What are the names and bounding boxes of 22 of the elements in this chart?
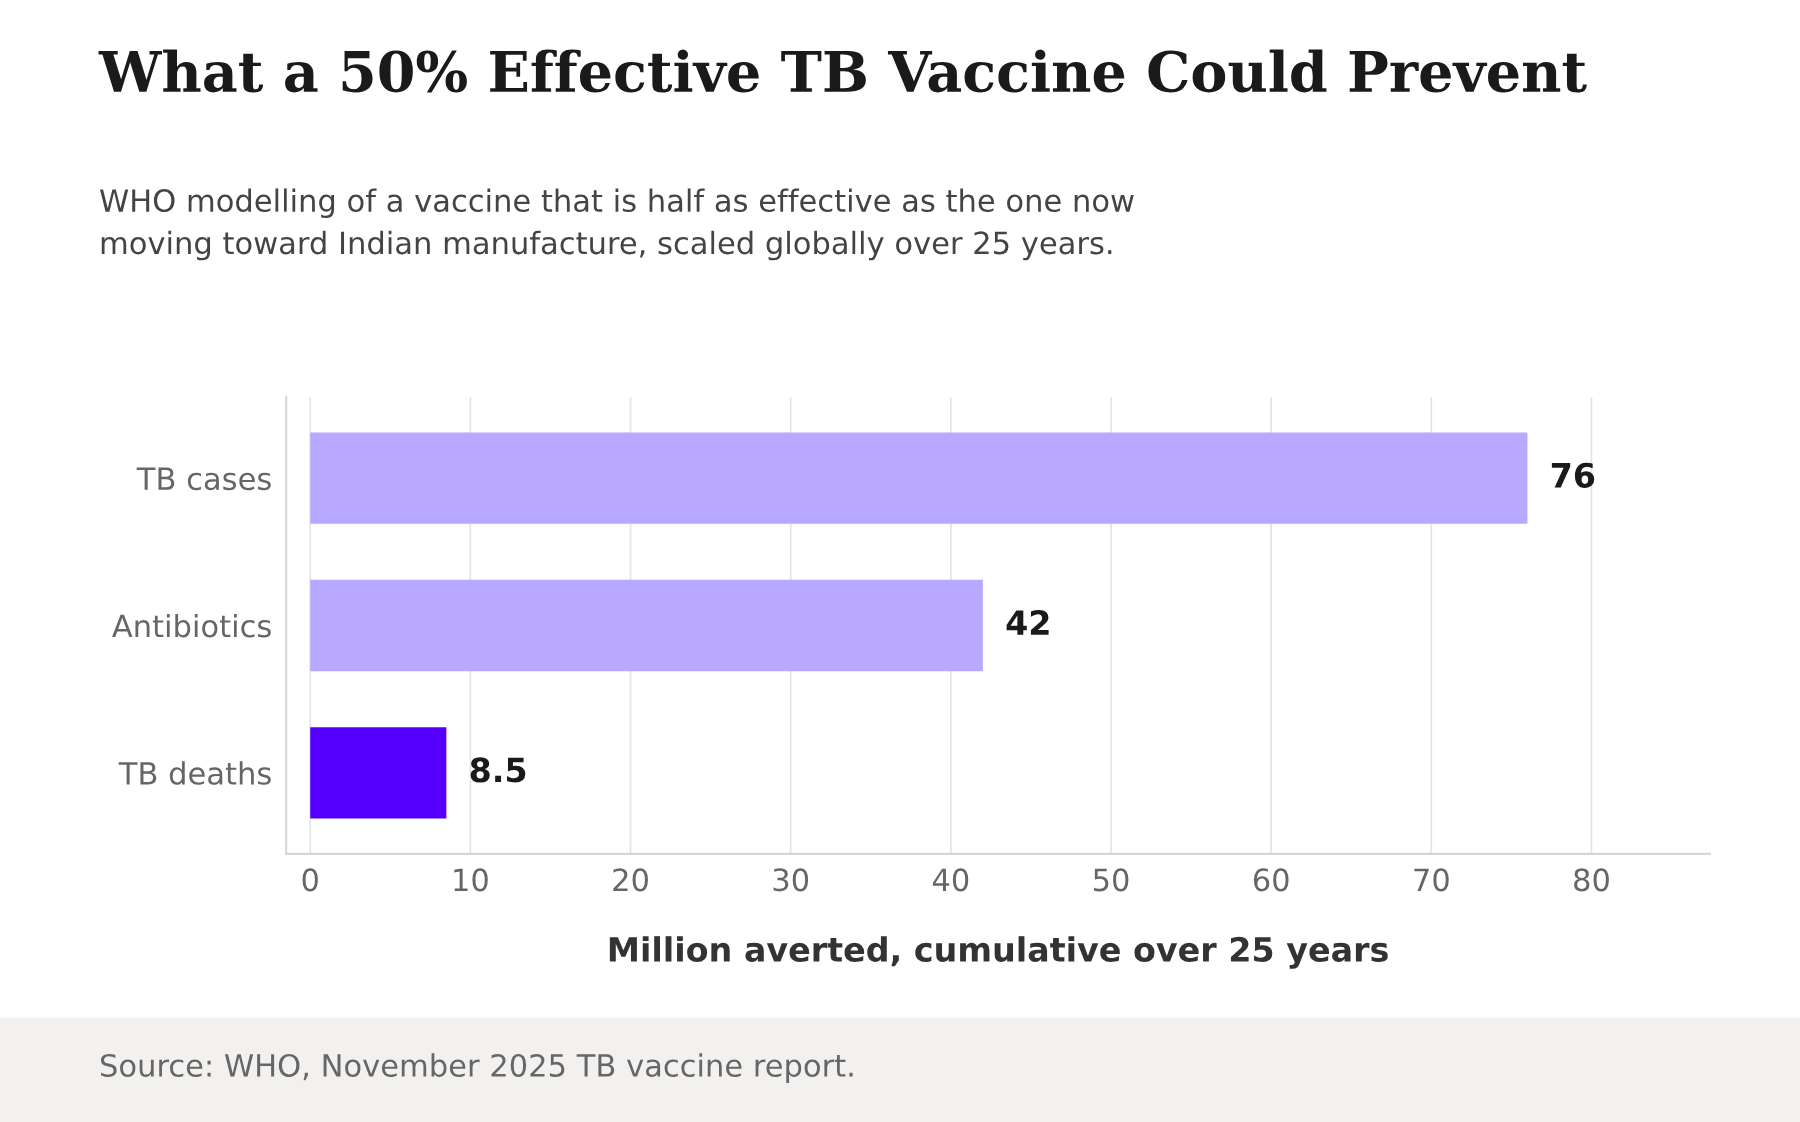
chart-subtitle: WHO modelling of a vaccine that is half as effective as the one now moving toward Indian manufacture, scaled globally over 25 years. bbox=[100, 188, 1134, 261]
chart-title: What a 50% Effective TB Vaccine Could Prevent bbox=[98, 49, 1587, 93]
bar bbox=[310, 432, 1528, 524]
x-tick-label: 30 bbox=[773, 868, 809, 892]
data-label: 76 bbox=[1551, 462, 1595, 488]
x-tick-label: 10 bbox=[454, 868, 488, 892]
x-axis-title: Million averted, cumulative over 25 years bbox=[609, 936, 1388, 969]
y-tick-label: Antibiotics bbox=[112, 613, 271, 638]
bar bbox=[310, 727, 447, 819]
data-label: 42 bbox=[1006, 609, 1049, 635]
source-note: Source: WHO, November 2025 TB vaccine report. bbox=[101, 1053, 853, 1083]
x-tick-label: 20 bbox=[613, 868, 648, 892]
x-tick-label: 70 bbox=[1414, 868, 1449, 892]
y-tick-label: TB deaths bbox=[118, 761, 271, 785]
x-tick-label: 0 bbox=[302, 868, 318, 892]
data-label: 8.5 bbox=[470, 757, 526, 783]
x-tick-label: 80 bbox=[1574, 868, 1609, 892]
x-tick-label: 60 bbox=[1253, 868, 1289, 892]
x-tick-label: 50 bbox=[1093, 868, 1129, 892]
bar bbox=[310, 579, 983, 672]
y-tick-label: TB cases bbox=[136, 467, 271, 491]
x-tick-label: 40 bbox=[932, 868, 969, 892]
